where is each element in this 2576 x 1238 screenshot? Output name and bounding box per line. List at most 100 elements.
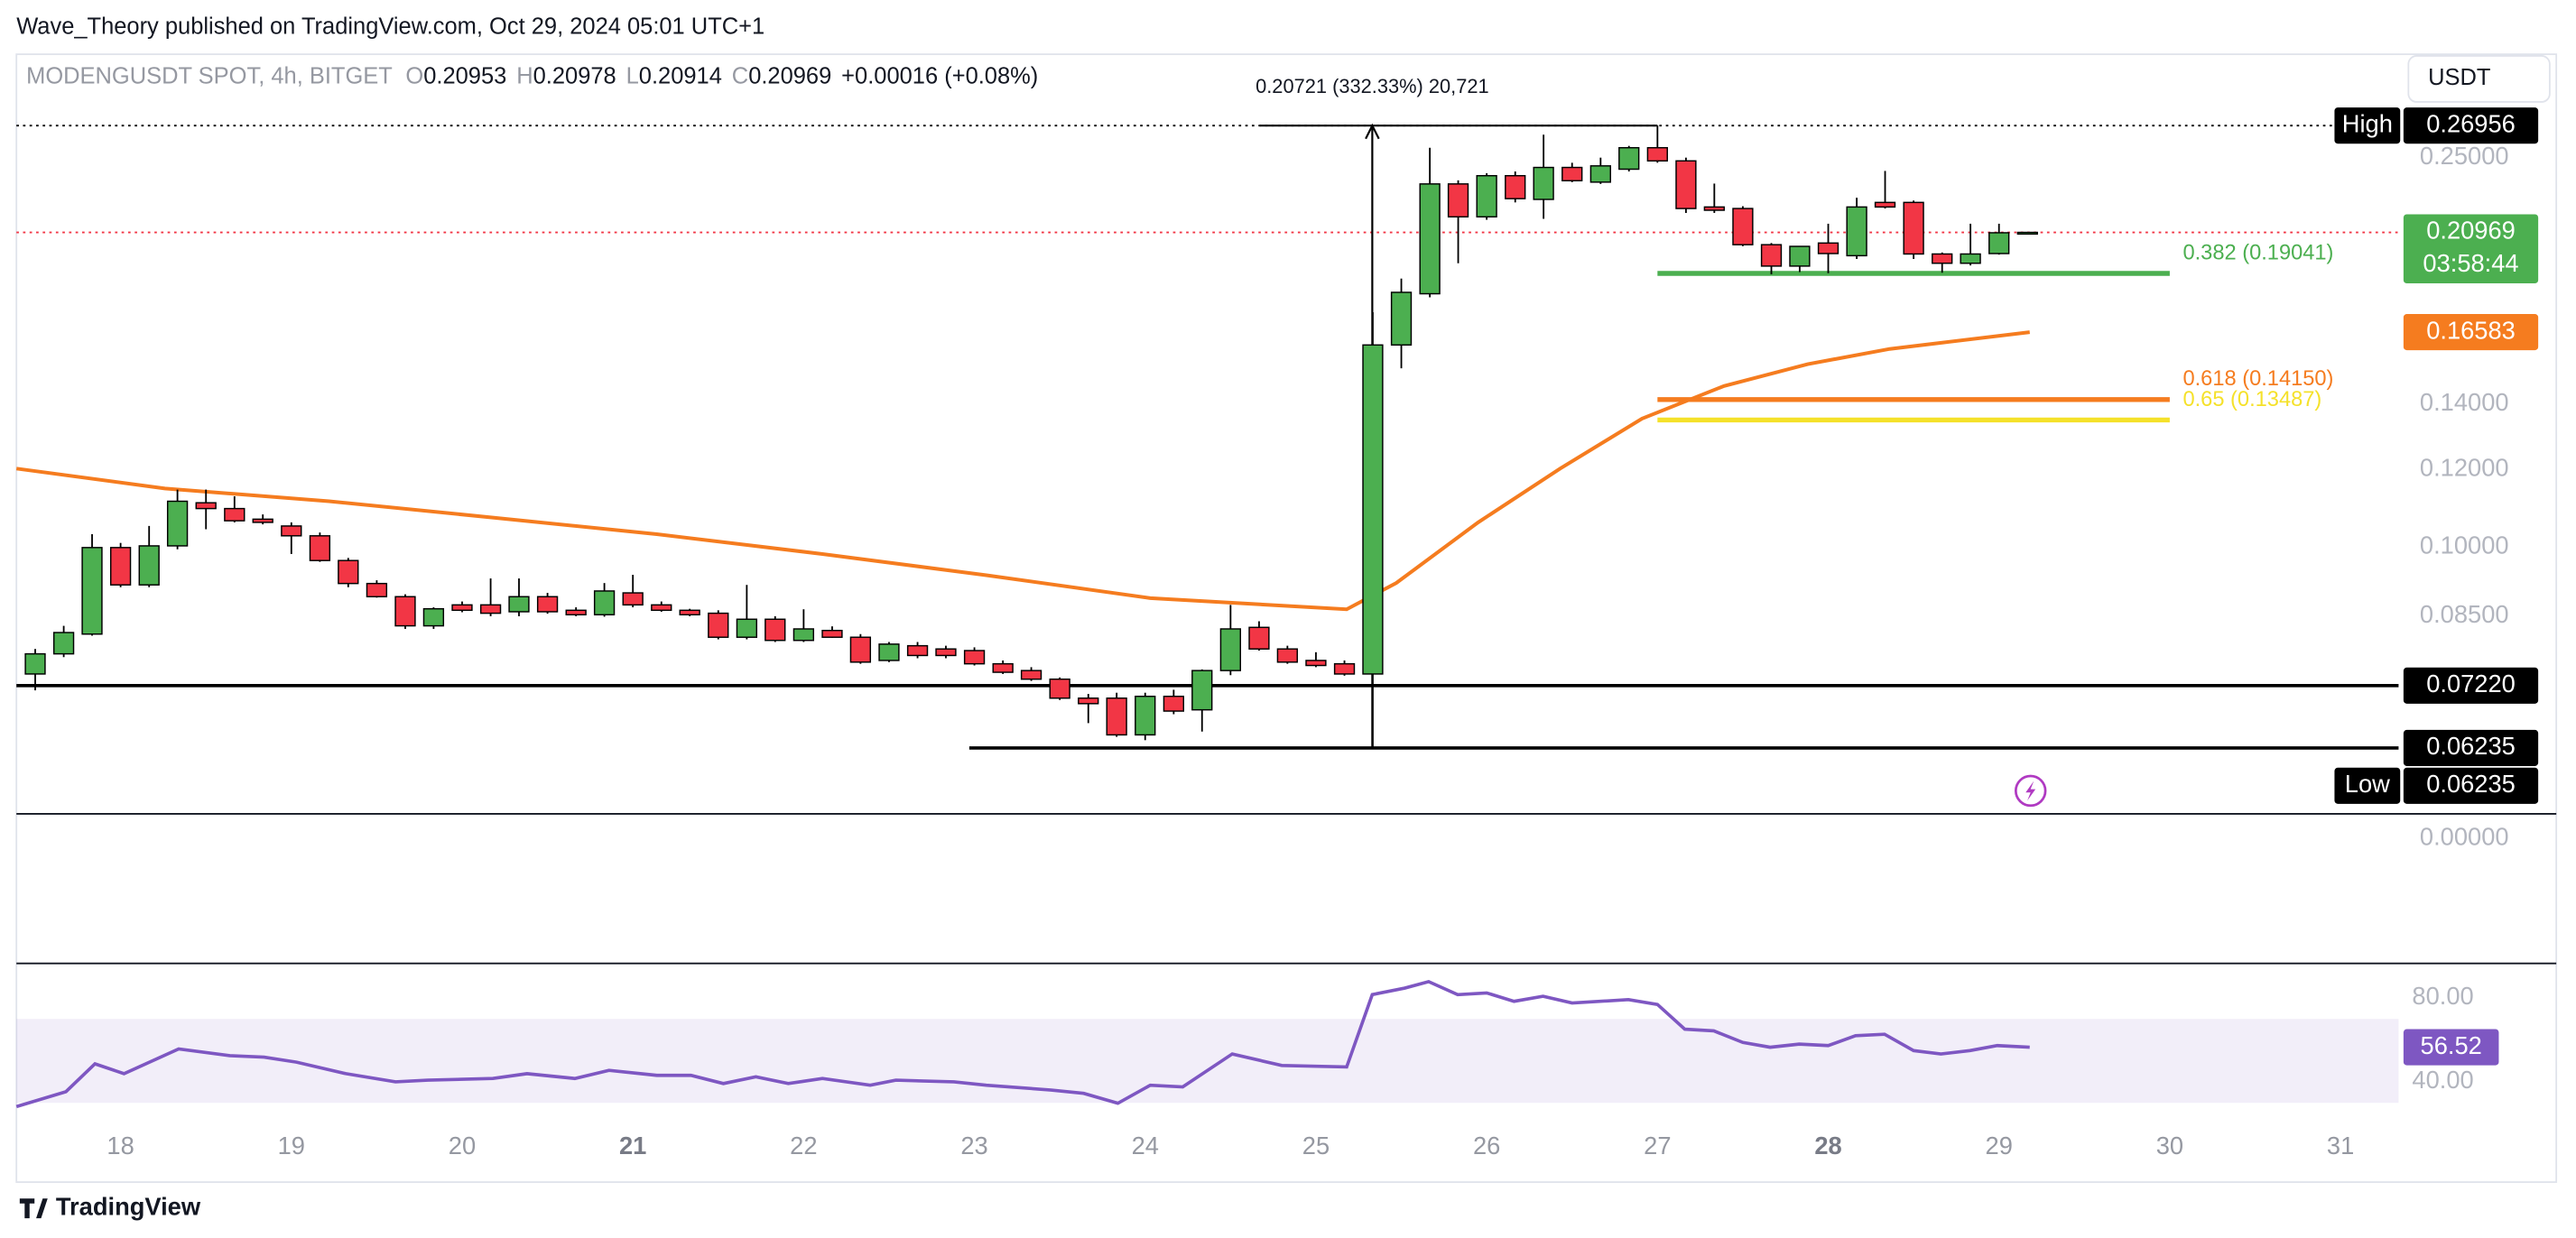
- candle-body: [1817, 242, 1839, 254]
- y-tick-label: 0.10000: [2420, 531, 2509, 559]
- candle-body: [1675, 160, 1697, 209]
- candle-body: [252, 518, 273, 523]
- candle-body: [992, 662, 1014, 673]
- candle-body: [24, 652, 46, 675]
- candle-body: [1646, 146, 1668, 162]
- price-marker-name-box: [2334, 107, 2401, 144]
- candle-body: [1476, 174, 1497, 218]
- candle-body: [1390, 291, 1413, 346]
- candle-body: [366, 582, 388, 597]
- candle-body: [1135, 695, 1156, 736]
- candle-body: [52, 632, 75, 655]
- candle-body: [536, 596, 559, 613]
- candle-body: [451, 604, 473, 612]
- candle-body: [1106, 697, 1127, 736]
- y-tick-label: 0.14000: [2420, 388, 2509, 416]
- x-tick-label: 30: [2156, 1132, 2183, 1159]
- candle-body: [622, 592, 644, 606]
- candle-body: [1078, 697, 1099, 705]
- logo-text: TradingView: [56, 1192, 201, 1220]
- rsi-value-marker: [2403, 1029, 2499, 1066]
- candle-body: [1846, 206, 1867, 257]
- candle-body: [1419, 183, 1441, 295]
- candle-body: [1276, 648, 1299, 663]
- y-tick-label: 0.12000: [2420, 454, 2509, 482]
- candle-body: [309, 535, 331, 561]
- x-tick-label: 26: [1473, 1132, 1500, 1159]
- symbol-title: MODENGUSDT SPOT, 4h, BITGET: [26, 63, 393, 88]
- price-marker-label: 0.07220: [2426, 670, 2516, 698]
- x-tick-label: 24: [1132, 1132, 1159, 1159]
- candle-body: [166, 500, 189, 547]
- price-marker: [2403, 667, 2539, 704]
- x-tick-label: 29: [1986, 1132, 2013, 1159]
- frame: [15, 53, 2558, 1183]
- x-tick-label: 20: [449, 1132, 476, 1159]
- candle-body: [1447, 183, 1469, 218]
- candle-body: [224, 507, 246, 522]
- candle-body: [708, 612, 729, 638]
- candle-body: [736, 618, 758, 638]
- measure-label: 0.20721 (332.33%) 20,721: [1256, 75, 1489, 97]
- candle-body: [422, 607, 445, 627]
- candle-body: [1191, 670, 1213, 711]
- candle-body: [935, 648, 957, 657]
- y-tick-label: 0.08500: [2420, 600, 2509, 628]
- candle-body: [479, 604, 502, 614]
- price-marker-name: Low: [2345, 770, 2390, 798]
- candle-body: [1305, 660, 1327, 667]
- x-tick-label: 31: [2327, 1132, 2354, 1159]
- moving-average-line: [15, 330, 2031, 612]
- candle-body: [593, 590, 616, 615]
- candle-body: [81, 547, 103, 635]
- y-tick-label: 40.00: [2412, 1066, 2473, 1094]
- candle-body: [1163, 695, 1185, 712]
- x-tick-label: 21: [619, 1132, 646, 1159]
- candle-body: [195, 502, 217, 510]
- y-tick-label: 0.00000: [2420, 822, 2509, 850]
- candle-body: [1049, 678, 1070, 699]
- change-value: +0.00016 (+0.08%): [841, 63, 1038, 88]
- price-marker: [2403, 767, 2539, 804]
- x-tick-label: 25: [1302, 1132, 1330, 1159]
- fib-label: 0.65 (0.13487): [2182, 388, 2321, 411]
- price-marker-label: 0.20969: [2426, 217, 2516, 245]
- attribution: Wave_Theory published on TradingView.com…: [16, 14, 764, 40]
- candle-body: [1505, 174, 1526, 199]
- ohlc-value: 0.20914: [639, 63, 722, 88]
- ohlc-value: 0.20953: [423, 63, 506, 88]
- price-marker: [2403, 729, 2539, 766]
- candle-body: [1703, 206, 1725, 211]
- x-tick-label: 22: [790, 1132, 817, 1159]
- x-tick-label: 23: [960, 1132, 987, 1159]
- candle-body: [1903, 201, 1924, 255]
- candle-body: [906, 644, 929, 657]
- price-marker: [2403, 214, 2539, 284]
- candle-body: [1874, 201, 1896, 208]
- candle-body: [1020, 670, 1042, 680]
- price-marker: [2403, 107, 2539, 144]
- logo-icon: [19, 1198, 48, 1219]
- candle-body: [1362, 344, 1384, 675]
- candle-body: [109, 547, 132, 586]
- candle-body: [1333, 662, 1356, 675]
- candle-body: [963, 650, 986, 665]
- candle-body: [849, 636, 872, 663]
- price-marker-label: 0.06235: [2426, 770, 2516, 798]
- price-marker-label: 0.26956: [2426, 109, 2516, 137]
- candle-body: [138, 545, 160, 586]
- candle-body: [1760, 244, 1783, 267]
- currency-label[interactable]: USDT: [2428, 65, 2490, 90]
- price-marker-name-box: [2334, 767, 2401, 804]
- currency-button[interactable]: [2407, 55, 2551, 103]
- candle-body: [679, 609, 700, 615]
- candle-body: [565, 609, 587, 615]
- candle-body: [1618, 146, 1640, 171]
- candle-body: [821, 629, 843, 638]
- candle-body: [1960, 253, 1981, 264]
- x-tick-label: 27: [1644, 1132, 1671, 1159]
- ohlc-label: L: [626, 63, 639, 88]
- fib-label: 0.382 (0.19041): [2182, 241, 2333, 264]
- fib-label: 0.618 (0.14150): [2182, 367, 2333, 391]
